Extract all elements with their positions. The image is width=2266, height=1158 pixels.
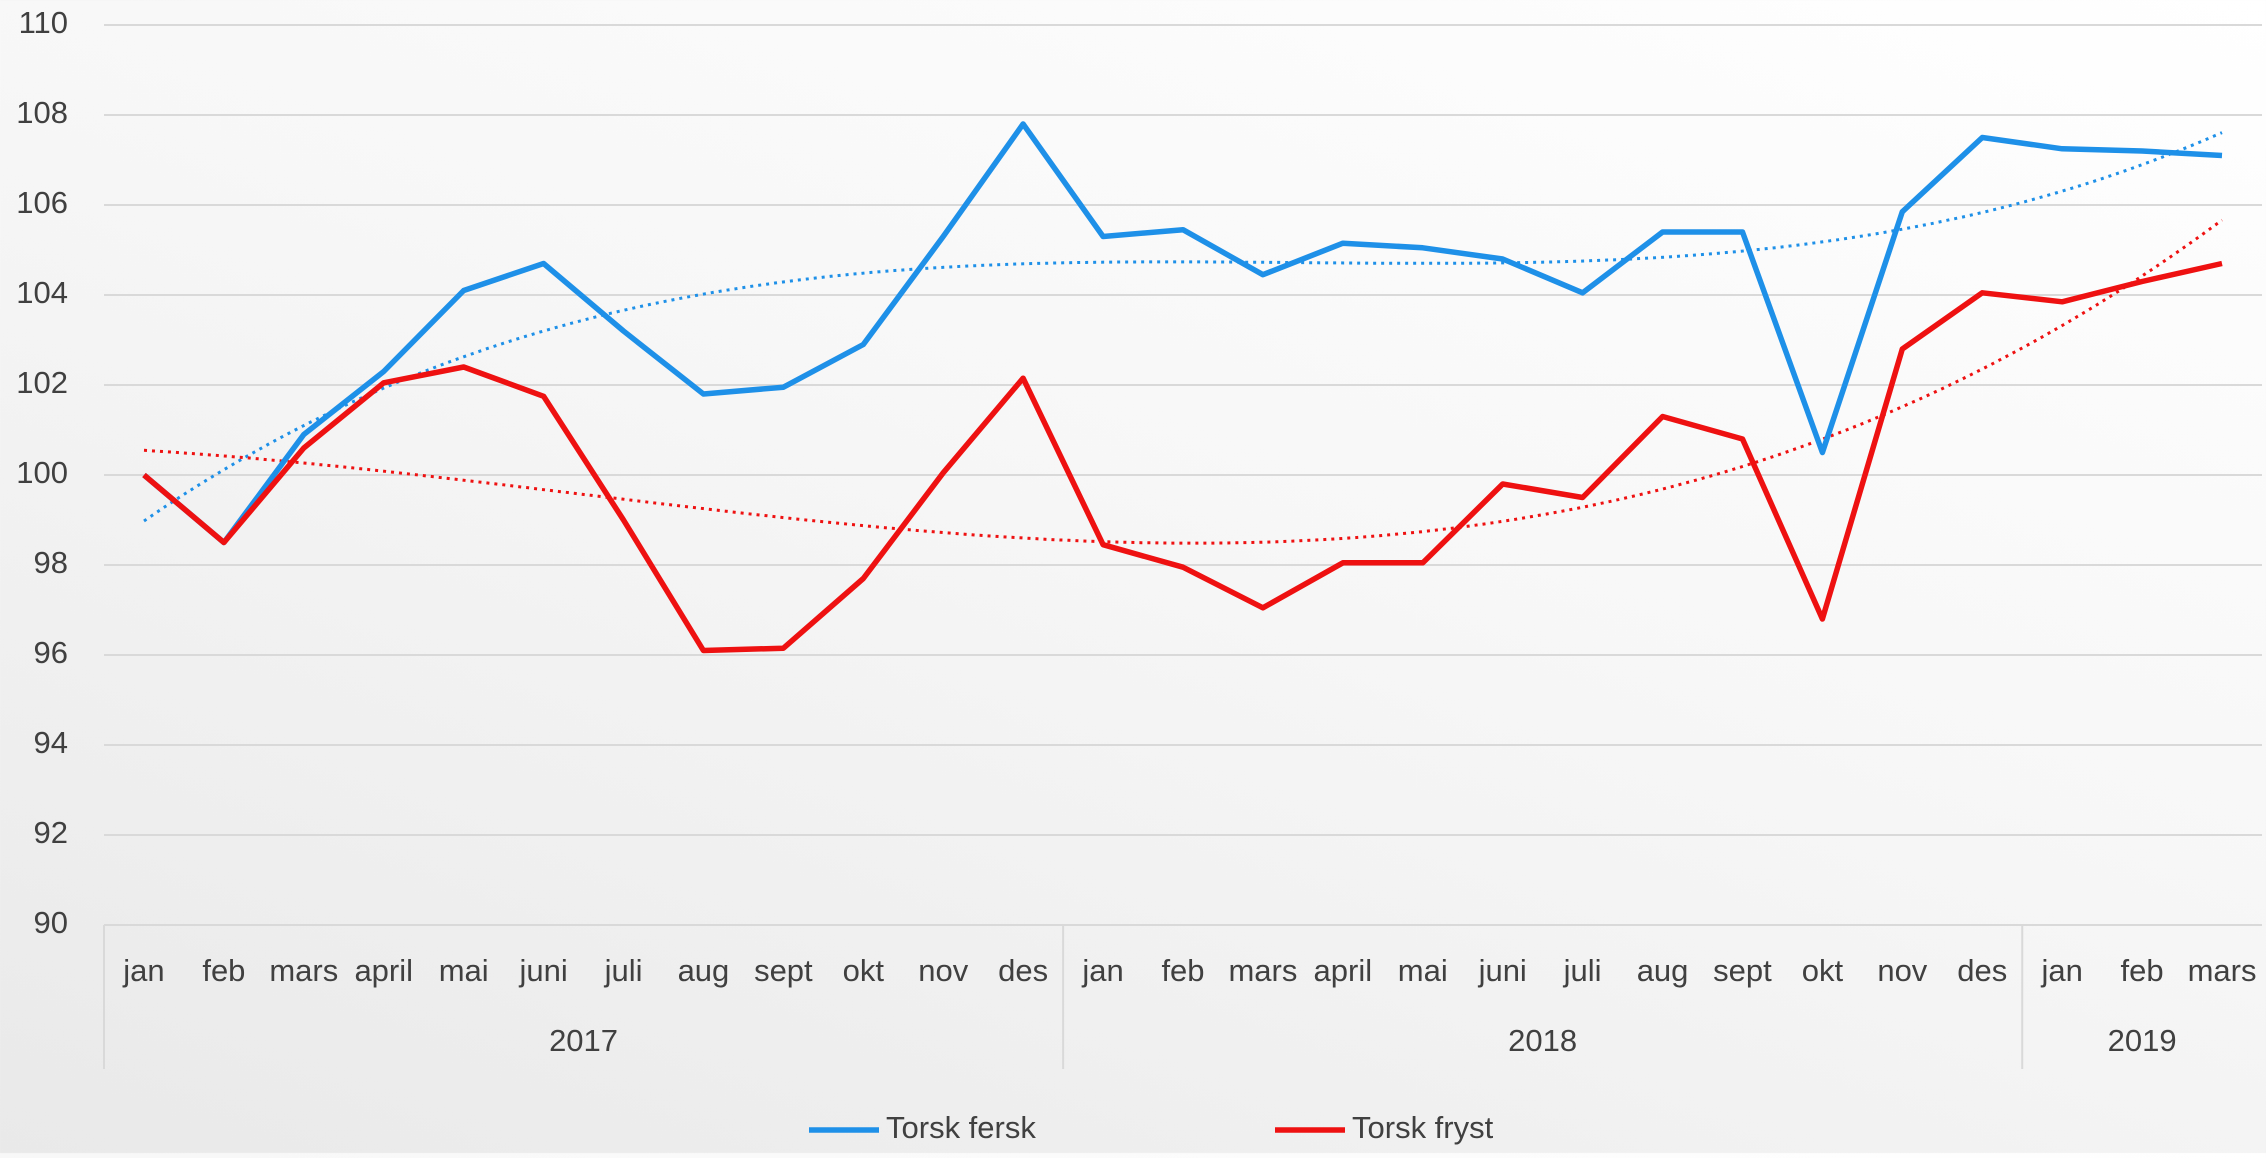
y-tick-label: 94	[34, 725, 68, 760]
x-tick-label: mars	[2188, 953, 2257, 988]
x-tick-label: jan	[122, 953, 164, 988]
series-line	[142, 260, 2223, 654]
x-tick-label: juli	[604, 953, 643, 988]
x-tick-label: feb	[202, 953, 245, 988]
y-tick-label: 106	[16, 185, 68, 220]
series-line	[142, 121, 2223, 546]
y-tick-label: 96	[34, 635, 68, 670]
x-tick-label: juni	[518, 953, 567, 988]
x-tick-label: mai	[439, 953, 489, 988]
y-tick-label: 108	[16, 95, 68, 130]
y-tick-label: 98	[34, 545, 68, 580]
x-tick-label: sept	[754, 953, 813, 988]
x-tick-label: nov	[918, 953, 968, 988]
y-tick-label: 100	[16, 455, 68, 490]
x-tick-label: jan	[1081, 953, 1123, 988]
x-tick-label: aug	[678, 953, 730, 988]
y-tick-label: 90	[34, 905, 68, 940]
x-tick-label: okt	[843, 953, 885, 988]
x-tick-label: mai	[1398, 953, 1448, 988]
y-tick-label: 102	[16, 365, 68, 400]
legend-label: Torsk fryst	[1352, 1110, 1494, 1145]
year-label: 2018	[1508, 1023, 1577, 1058]
year-label: 2017	[549, 1023, 618, 1058]
y-tick-label: 110	[19, 5, 68, 40]
x-tick-label: sept	[1713, 953, 1772, 988]
year-label: 2019	[2108, 1023, 2177, 1058]
x-tick-label: april	[1314, 953, 1373, 988]
y-tick-label: 104	[16, 275, 68, 310]
x-tick-label: okt	[1802, 953, 1844, 988]
x-tick-label: juni	[1478, 953, 1527, 988]
x-tick-label: des	[998, 953, 1048, 988]
trendline	[143, 218, 2223, 545]
x-tick-label: mars	[269, 953, 338, 988]
x-tick-label: des	[1957, 953, 2007, 988]
x-tick-label: feb	[1161, 953, 1204, 988]
x-tick-label: mars	[1228, 953, 1297, 988]
x-tick-label: nov	[1877, 953, 1927, 988]
x-tick-label: april	[354, 953, 413, 988]
x-tick-label: jan	[2040, 953, 2082, 988]
x-tick-label: aug	[1637, 953, 1689, 988]
x-tick-label: feb	[2121, 953, 2164, 988]
x-tick-label: juli	[1563, 953, 1602, 988]
y-tick-label: 92	[34, 815, 68, 850]
trendline	[143, 131, 2223, 523]
legend-label: Torsk fersk	[886, 1110, 1036, 1145]
